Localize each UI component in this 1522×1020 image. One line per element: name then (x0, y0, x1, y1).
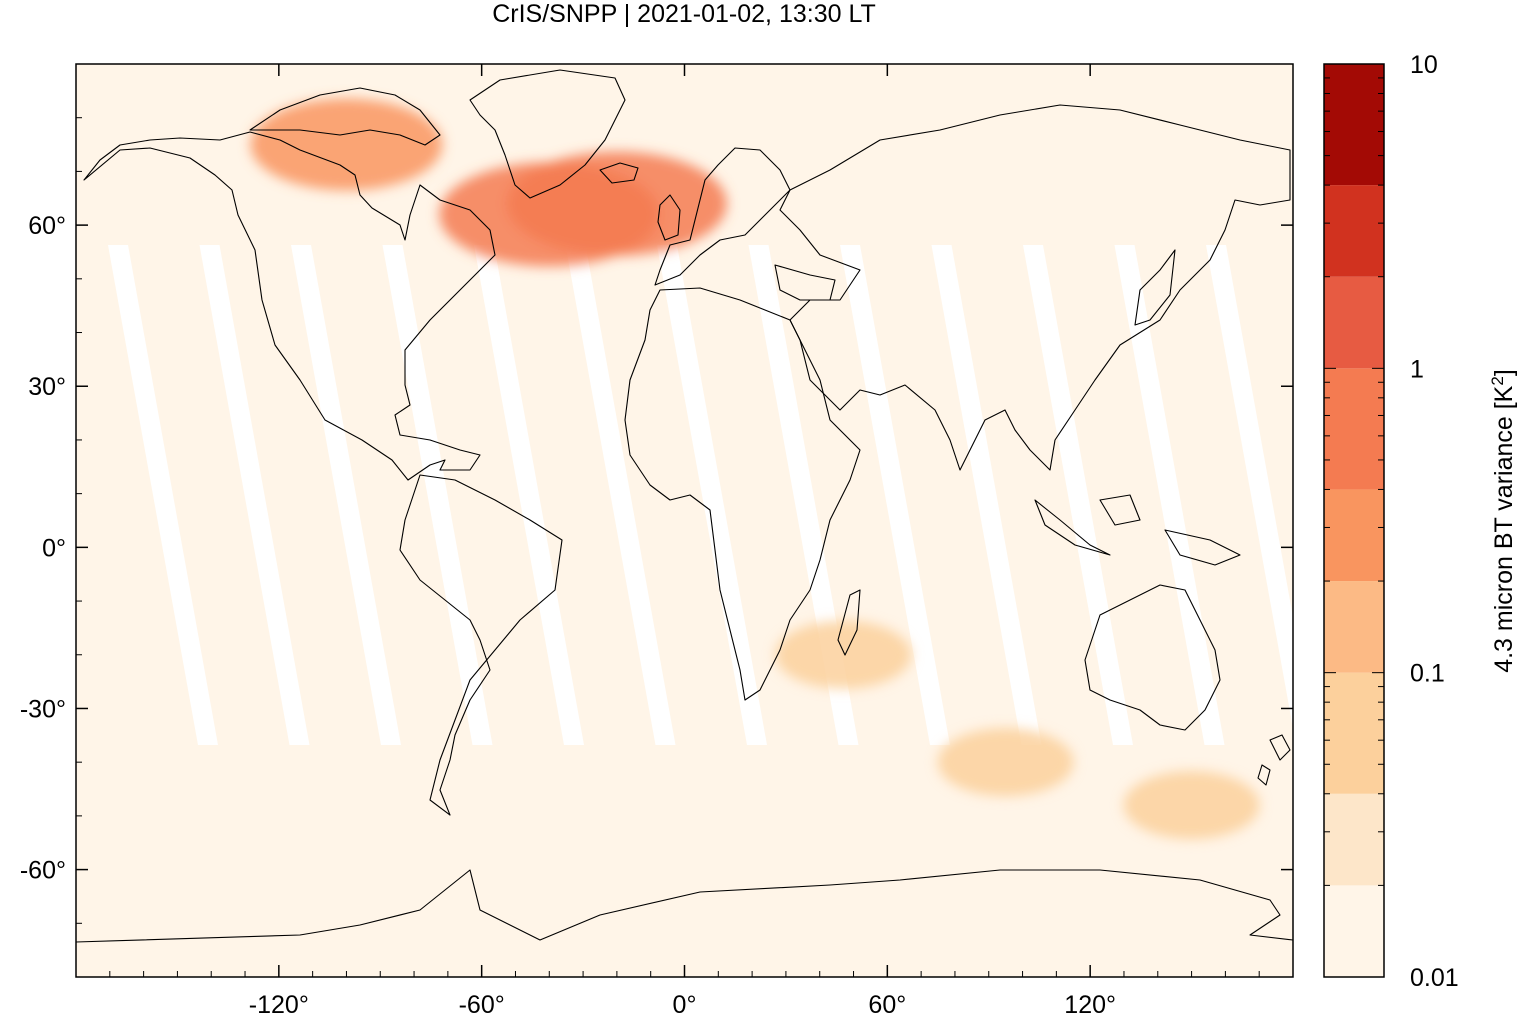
y-axis: 60° 30° 0° -30° -60° (20, 117, 1293, 924)
colorbar-title-end: ] (1490, 369, 1518, 376)
variance-features (250, 98, 1260, 840)
colorbar-tick-label: 0.01 (1410, 964, 1459, 992)
y-tick-label: -30° (20, 695, 66, 723)
variance-patch (1123, 771, 1260, 840)
colorbar-tick-label: 1 (1410, 355, 1424, 383)
colorbar-frame (1323, 63, 1385, 978)
variance-patch (250, 98, 443, 191)
colorbar-tick-labels: 0.01 0.1 1 10 (1410, 51, 1459, 992)
coastline-new-zealand (1257, 734, 1291, 786)
coastline-africa (624, 287, 861, 701)
colorbar-band (1324, 368, 1384, 490)
variance-patch (937, 728, 1074, 797)
y-tick-label: 30° (28, 373, 66, 401)
swath-gap (474, 245, 584, 745)
variance-patch (775, 620, 912, 689)
colorbar-band (1324, 64, 1384, 186)
swath-gap (199, 245, 310, 745)
colorbar-title: 4.3 micron BT variance [K2] (1488, 369, 1519, 673)
swath-gap (1206, 245, 1293, 729)
colorbar-tick-label: 10 (1410, 51, 1438, 79)
colorbar-band (1324, 581, 1384, 673)
chart-title: CrIS/SNPP | 2021-01-02, 13:30 LT (492, 0, 876, 28)
y-tick-label: 60° (28, 212, 66, 240)
coastline-greenland (469, 69, 626, 199)
colorbar-band (1324, 885, 1384, 977)
colorbar-title-main: 4.3 micron BT variance [K (1490, 385, 1518, 672)
x-tick-label: 0° (673, 991, 697, 1019)
coastline-antarctica (76, 869, 1293, 943)
map-area (76, 64, 1293, 977)
colorbar-minor-ticks (1324, 77, 1384, 978)
colorbar-band (1324, 489, 1384, 582)
colorbar-band (1324, 672, 1384, 794)
coastline-iceland (599, 162, 639, 184)
swath-gap (657, 245, 767, 745)
colorbar-band (1324, 793, 1384, 886)
coastline-asia (779, 104, 1291, 471)
y-tick-label: -60° (20, 857, 66, 885)
swath-gap (840, 245, 950, 745)
colorbar-band (1324, 276, 1384, 369)
coastline-british-isles (657, 194, 681, 241)
coastline-madagascar (837, 589, 861, 656)
colorbar-bands (1324, 64, 1384, 977)
y-tick-label: 0° (42, 534, 66, 562)
variance-patch (506, 151, 727, 256)
colorbar-title-sup: 2 (1488, 376, 1507, 385)
swath-gap (748, 245, 859, 745)
colorbar-band (1324, 185, 1384, 277)
x-tick-label: -60° (459, 991, 505, 1019)
swath-gaps (108, 245, 1293, 745)
coastline-south-america (399, 474, 563, 816)
x-tick-label: 120° (1064, 991, 1116, 1019)
swath-gap (108, 245, 218, 745)
coastline-arctic-islands (249, 87, 441, 146)
x-axis: -120° -60° 0° 60° 120° (109, 64, 1260, 1019)
swath-gap (1023, 245, 1133, 745)
coastline-north-america (83, 131, 496, 481)
x-tick-label: -120° (249, 991, 309, 1019)
swath-gap (291, 245, 401, 745)
coastlines (76, 69, 1293, 943)
colorbar-tick-label: 0.1 (1410, 660, 1445, 688)
colorbar: 0.01 0.1 1 10 4.3 micron BT variance [K2] (1323, 51, 1519, 992)
swath-gap (565, 245, 676, 745)
x-tick-label: 60° (868, 991, 906, 1019)
coastline-australia (1084, 584, 1221, 731)
swath-gap (931, 245, 1042, 745)
coastline-indonesia (1034, 494, 1241, 566)
swath-gap (382, 245, 493, 745)
coastline-japan (1134, 249, 1176, 326)
swath-gap (1114, 245, 1225, 745)
